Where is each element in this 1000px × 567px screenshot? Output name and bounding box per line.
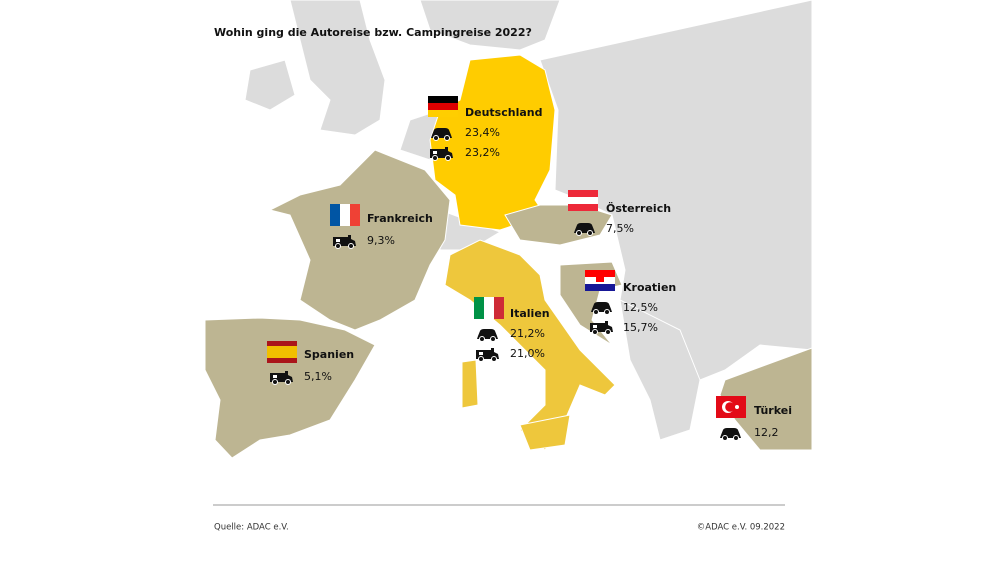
title: Wohin ging die Autoreise bzw. Campingrei… [214,26,532,39]
country-name: Spanien [304,348,354,361]
country-name: Österreich [606,201,671,215]
copyright: ©ADAC e.V. 09.2022 [697,523,785,533]
camper-share: 23,2% [465,146,500,159]
country-name: Frankreich [367,212,433,225]
car-share: 21,2% [510,327,545,340]
car-share: 23,4% [465,126,500,139]
camper-share: 5,1% [304,370,332,383]
car-share: 7,5% [606,222,634,235]
country-name: Kroatien [623,281,676,294]
country-name: Italien [510,307,550,320]
other-land [244,0,813,441]
country-name: Deutschland [465,106,542,119]
flags [267,96,746,418]
source: Quelle: ADAC e.V. [214,523,289,533]
highlighted-countries [204,54,813,459]
camper-share: 15,7% [623,321,658,334]
camper-share: 9,3% [367,234,395,247]
car-share: 12,5% [623,301,658,314]
camper-share: 21,0% [510,347,545,360]
country-name: Türkei [754,404,792,417]
car-share: 12,2 [754,426,779,439]
